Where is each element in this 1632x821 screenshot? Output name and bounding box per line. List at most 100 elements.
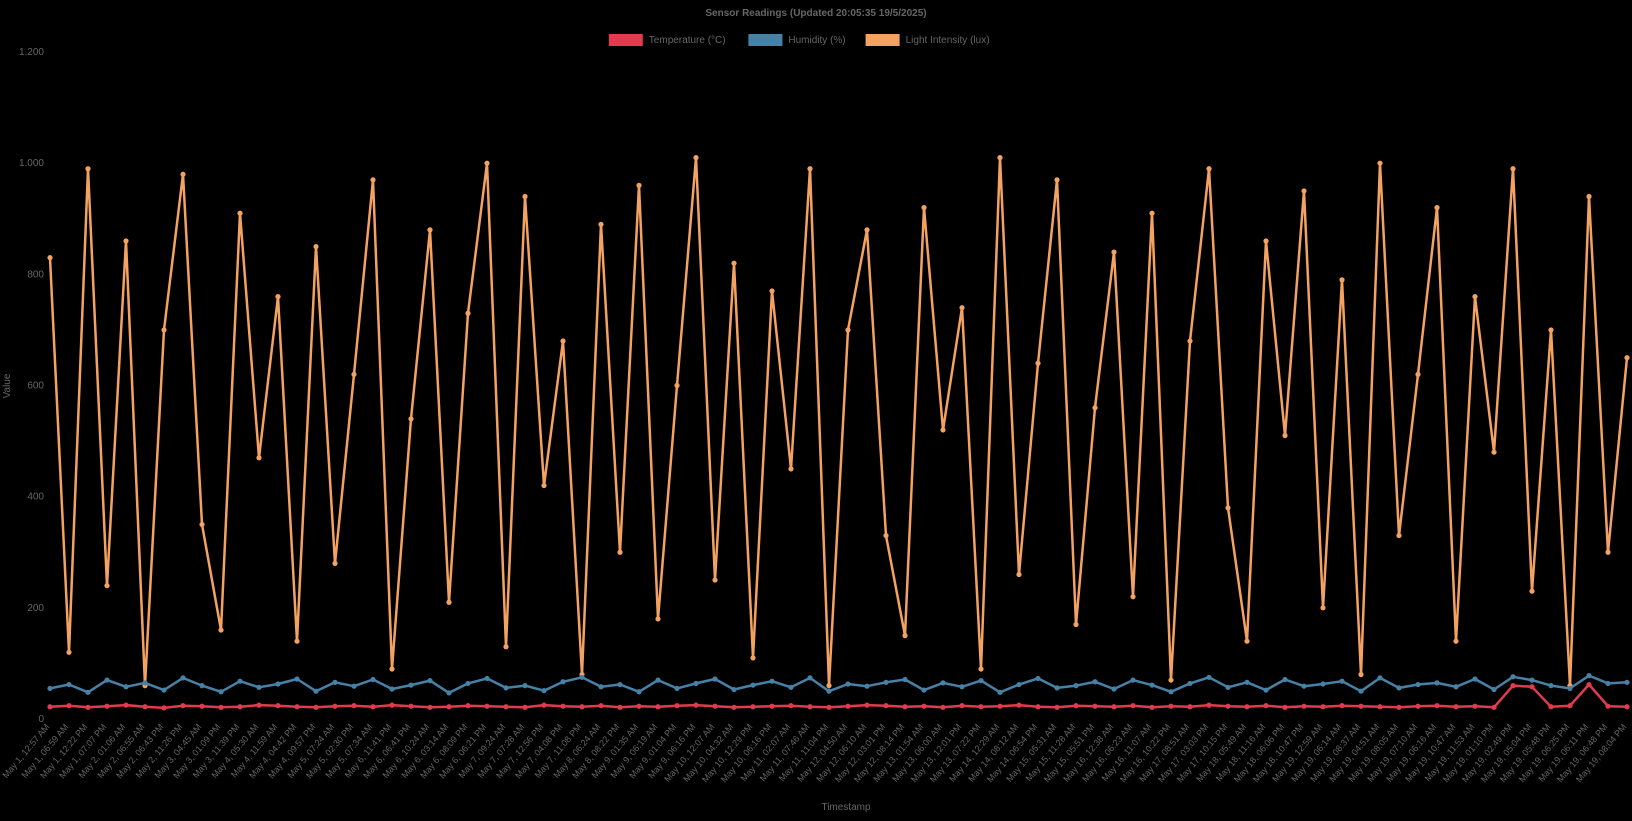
legend-item[interactable]: Temperature (°C) bbox=[608, 34, 726, 46]
data-point bbox=[142, 704, 148, 710]
data-point bbox=[1073, 621, 1079, 628]
data-point bbox=[826, 688, 832, 694]
data-point bbox=[1624, 355, 1630, 361]
data-point bbox=[1244, 638, 1250, 644]
data-point bbox=[1073, 703, 1079, 709]
data-point bbox=[503, 704, 509, 710]
data-point bbox=[921, 687, 927, 693]
data-point bbox=[579, 704, 585, 710]
data-point bbox=[1510, 674, 1516, 680]
data-point bbox=[1320, 681, 1326, 687]
data-point bbox=[1434, 205, 1440, 211]
data-point bbox=[902, 704, 908, 710]
data-point bbox=[541, 688, 547, 694]
data-point bbox=[1491, 449, 1497, 455]
data-point bbox=[1510, 683, 1516, 689]
data-point bbox=[1282, 704, 1288, 710]
data-point bbox=[1111, 249, 1117, 255]
data-point bbox=[180, 675, 186, 681]
data-point bbox=[940, 704, 946, 710]
data-point bbox=[1092, 703, 1098, 709]
data-point bbox=[959, 305, 965, 311]
data-point bbox=[712, 676, 718, 682]
data-point bbox=[693, 680, 699, 687]
data-point bbox=[598, 703, 604, 709]
data-point bbox=[1415, 703, 1421, 709]
series-group bbox=[47, 681, 1630, 711]
data-point bbox=[1016, 571, 1022, 578]
data-point bbox=[332, 560, 338, 566]
data-point bbox=[408, 703, 414, 709]
data-point bbox=[1016, 681, 1022, 688]
data-point bbox=[1149, 682, 1155, 688]
data-point bbox=[1111, 686, 1117, 692]
data-point bbox=[1453, 638, 1459, 644]
data-point bbox=[560, 679, 566, 685]
data-point bbox=[104, 703, 110, 709]
data-point bbox=[598, 221, 604, 227]
legend-item[interactable]: Humidity (%) bbox=[748, 34, 846, 46]
data-point bbox=[693, 702, 699, 708]
data-point bbox=[351, 371, 357, 377]
data-point bbox=[1282, 432, 1288, 439]
data-point bbox=[1567, 685, 1573, 692]
data-point bbox=[503, 644, 509, 650]
data-point bbox=[1187, 338, 1193, 344]
data-point bbox=[1225, 703, 1231, 709]
data-point bbox=[788, 703, 794, 709]
series-group bbox=[47, 673, 1630, 696]
data-point bbox=[503, 685, 509, 691]
data-point bbox=[123, 702, 129, 708]
data-point bbox=[636, 182, 642, 188]
legend-item[interactable]: Light Intensity (lux) bbox=[865, 34, 990, 46]
data-point bbox=[1358, 703, 1364, 709]
data-point bbox=[750, 655, 756, 661]
data-point bbox=[1339, 277, 1345, 283]
data-point bbox=[997, 689, 1003, 695]
chart-legend[interactable]: Temperature (°C) Humidity (%) Light Intens… bbox=[608, 34, 990, 46]
y-tick-label: 800 bbox=[27, 269, 44, 280]
data-point bbox=[484, 703, 490, 709]
data-point bbox=[845, 327, 851, 333]
data-point bbox=[1472, 703, 1478, 709]
data-point bbox=[1244, 704, 1250, 710]
data-point bbox=[370, 676, 376, 683]
data-point bbox=[1586, 681, 1592, 688]
data-point bbox=[218, 704, 224, 710]
data-point bbox=[541, 702, 547, 708]
data-point bbox=[47, 255, 53, 261]
data-point bbox=[864, 683, 870, 689]
data-point bbox=[541, 482, 547, 489]
data-point bbox=[1301, 188, 1307, 194]
data-point bbox=[427, 704, 433, 710]
data-point bbox=[883, 532, 889, 539]
data-point bbox=[769, 703, 775, 709]
data-point bbox=[826, 704, 832, 710]
data-point bbox=[161, 687, 167, 693]
data-point bbox=[959, 684, 965, 690]
data-point bbox=[1054, 685, 1060, 691]
data-point bbox=[1605, 703, 1611, 709]
data-point bbox=[1453, 704, 1459, 710]
data-point bbox=[85, 704, 91, 710]
data-point bbox=[1111, 704, 1117, 710]
data-point bbox=[104, 583, 110, 589]
data-point bbox=[275, 293, 281, 300]
legend-label: Temperature (°C) bbox=[649, 35, 726, 46]
data-point bbox=[123, 238, 129, 244]
data-point bbox=[1320, 605, 1326, 611]
data-point bbox=[1130, 594, 1136, 600]
data-point bbox=[294, 676, 300, 682]
chart-title: Sensor Readings (Updated 20:05:35 19/5/2… bbox=[705, 8, 926, 19]
data-point bbox=[1396, 704, 1402, 710]
data-point bbox=[674, 382, 680, 389]
data-point bbox=[199, 683, 205, 689]
data-point bbox=[693, 155, 699, 161]
data-point bbox=[1168, 677, 1174, 683]
data-point bbox=[85, 689, 91, 695]
data-point bbox=[1605, 549, 1611, 555]
y-tick-label: 600 bbox=[27, 381, 44, 392]
data-point bbox=[1130, 703, 1136, 709]
data-point bbox=[997, 155, 1003, 161]
